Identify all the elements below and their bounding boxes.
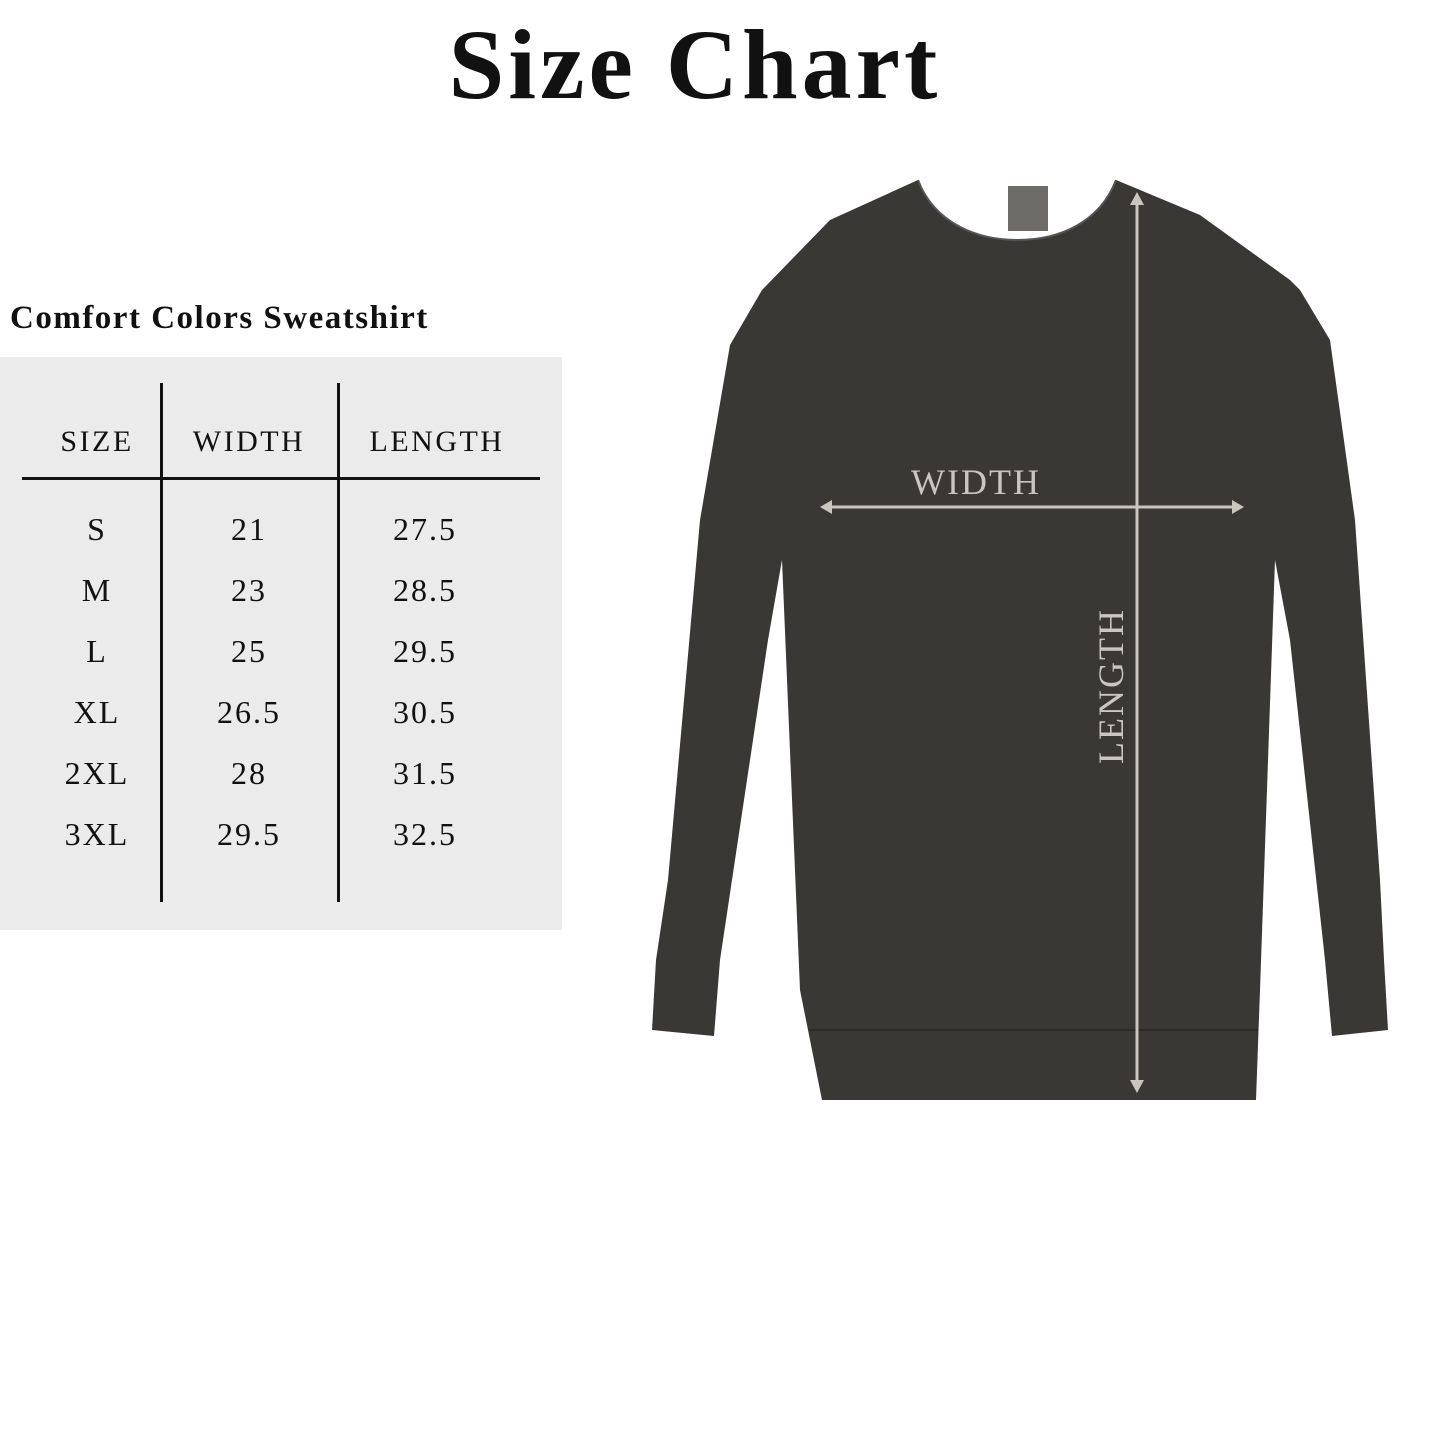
length-cell: 31.5 xyxy=(393,755,457,791)
width-label: WIDTH xyxy=(911,462,1041,502)
header-length: LENGTH xyxy=(369,425,505,458)
size-cell: XL xyxy=(73,694,121,730)
header-width: WIDTH xyxy=(192,425,306,458)
header-size: SIZE xyxy=(60,425,134,458)
length-cell: 27.5 xyxy=(393,511,457,547)
sweatshirt-image xyxy=(652,180,1388,1100)
table-background xyxy=(0,357,562,930)
size-cell: 3XL xyxy=(64,816,130,852)
length-cell: 28.5 xyxy=(393,572,457,608)
header-divider xyxy=(22,477,540,480)
width-cell: 29.5 xyxy=(217,816,281,852)
length-cell: 29.5 xyxy=(393,633,457,669)
width-cell: 25 xyxy=(231,633,267,669)
arrow-head-top xyxy=(1130,192,1144,205)
size-cell: 2XL xyxy=(64,755,130,791)
size-cell: M xyxy=(81,572,113,608)
length-cell: 30.5 xyxy=(393,694,457,730)
column-divider xyxy=(160,383,163,902)
width-cell: 28 xyxy=(231,755,267,791)
product-name: Comfort Colors Sweatshirt xyxy=(10,300,429,336)
length-label: LENGTH xyxy=(1091,608,1131,764)
page-title: Size Chart xyxy=(448,9,942,120)
column-divider xyxy=(337,383,340,902)
size-cell: S xyxy=(87,511,107,547)
length-cell: 32.5 xyxy=(393,816,457,852)
neck-tag xyxy=(1008,186,1048,231)
arrow-head-left xyxy=(820,500,832,514)
width-cell: 23 xyxy=(231,572,267,608)
width-cell: 21 xyxy=(231,511,267,547)
arrow-head-right xyxy=(1232,500,1244,514)
size-cell: L xyxy=(86,633,108,669)
collar-rib xyxy=(917,179,1117,242)
width-cell: 26.5 xyxy=(217,694,281,730)
arrow-head-bottom xyxy=(1130,1080,1144,1093)
